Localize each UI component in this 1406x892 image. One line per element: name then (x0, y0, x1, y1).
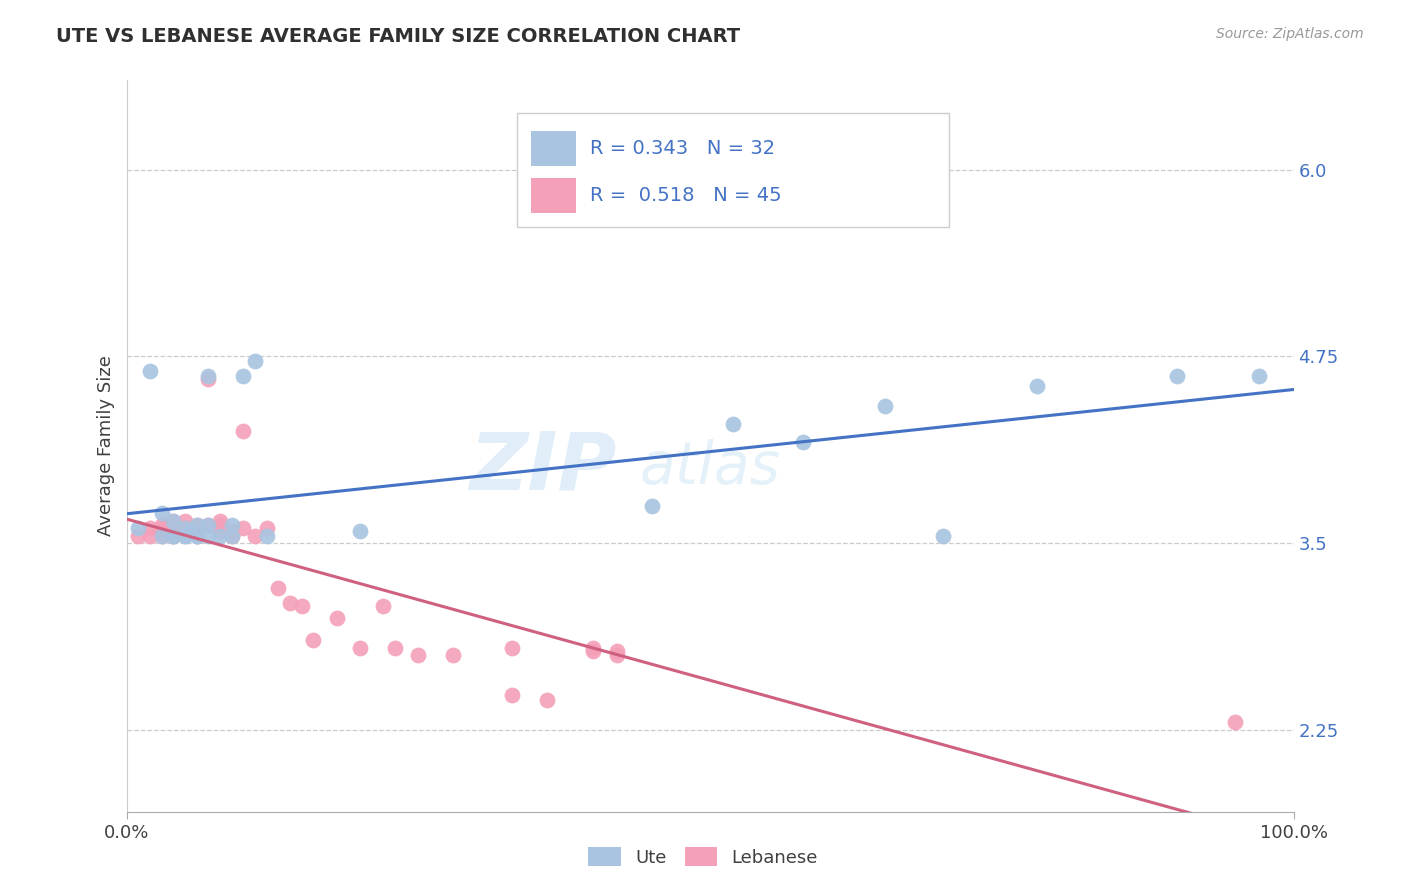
Point (232, 424, 254, 438)
Text: atlas: atlas (640, 440, 780, 497)
Point (582, 640, 605, 655)
Text: R = 0.343   N = 32: R = 0.343 N = 32 (591, 139, 775, 158)
Point (139, 364, 162, 378)
Point (325, 610, 347, 624)
Point (278, 596, 301, 610)
Text: UTE VS LEBANESE AVERAGE FAMILY SIZE CORRELATION CHART: UTE VS LEBANESE AVERAGE FAMILY SIZE CORR… (56, 27, 741, 45)
Point (221, 518, 243, 533)
Point (162, 528, 184, 542)
Point (208, 524, 231, 538)
Point (197, 518, 219, 533)
Point (174, 524, 197, 538)
Point (174, 528, 197, 542)
Point (302, 633, 325, 648)
Point (174, 528, 197, 542)
Text: Source: ZipAtlas.com: Source: ZipAtlas.com (1216, 27, 1364, 41)
Point (1247, 368, 1270, 383)
Point (582, 643, 605, 657)
Point (723, 417, 745, 431)
Point (349, 524, 371, 538)
Point (441, 648, 464, 662)
Point (150, 521, 173, 535)
Point (1166, 368, 1188, 383)
Point (267, 581, 290, 595)
Point (208, 514, 231, 528)
Point (256, 528, 278, 542)
Point (606, 648, 628, 662)
Y-axis label: Average Family Size: Average Family Size (97, 356, 115, 536)
Point (174, 521, 197, 535)
Point (641, 499, 664, 513)
Point (501, 640, 523, 655)
Point (221, 528, 243, 542)
Bar (531, 131, 576, 166)
Point (290, 599, 312, 613)
Point (221, 524, 243, 538)
Text: R =  0.518   N = 45: R = 0.518 N = 45 (591, 186, 782, 205)
Point (501, 688, 523, 702)
Point (186, 518, 208, 533)
Point (197, 518, 219, 533)
Point (232, 368, 254, 383)
Point (139, 521, 162, 535)
Point (349, 640, 371, 655)
Bar (517, 113, 949, 227)
Point (208, 528, 231, 542)
Point (932, 528, 955, 542)
Point (186, 521, 208, 535)
Point (384, 640, 406, 655)
Point (162, 528, 184, 542)
Point (373, 599, 395, 613)
Point (243, 528, 266, 542)
Point (150, 528, 173, 542)
Point (162, 521, 184, 535)
Point (186, 528, 208, 542)
Point (256, 521, 278, 535)
Bar (531, 178, 576, 213)
Point (150, 518, 173, 533)
Point (232, 521, 254, 535)
Point (606, 643, 628, 657)
Point (150, 506, 173, 520)
Point (162, 514, 184, 528)
Point (536, 692, 558, 706)
Point (174, 514, 197, 528)
Point (162, 514, 184, 528)
Legend: Ute, Lebanese: Ute, Lebanese (581, 840, 825, 874)
Point (162, 528, 184, 542)
Point (150, 528, 173, 542)
Point (127, 521, 149, 535)
Point (180, 524, 202, 538)
Point (186, 518, 208, 533)
Point (186, 528, 208, 542)
Point (1025, 379, 1047, 393)
Point (139, 528, 162, 542)
Point (197, 528, 219, 542)
Point (408, 648, 430, 662)
Text: ZIP: ZIP (470, 429, 617, 507)
Point (792, 434, 814, 449)
Point (208, 518, 231, 533)
Point (221, 528, 243, 542)
Point (186, 528, 208, 542)
Point (127, 528, 149, 542)
Point (243, 354, 266, 368)
Point (197, 372, 219, 386)
Point (1223, 715, 1246, 730)
Point (875, 399, 897, 413)
Point (180, 521, 202, 535)
Point (197, 368, 219, 383)
Point (174, 524, 197, 538)
